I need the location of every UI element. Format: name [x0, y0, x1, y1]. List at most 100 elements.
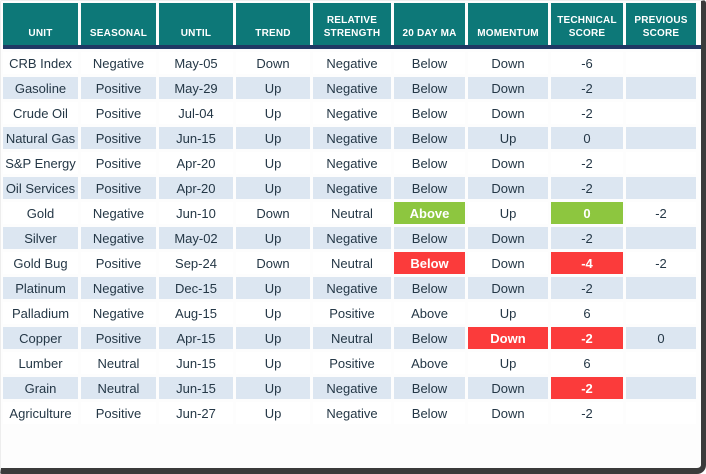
cell-twenty-day-ma: Below: [394, 52, 465, 74]
cell-technical-score: 0: [551, 202, 623, 224]
cell-previous-score: [626, 52, 696, 74]
table-row: Agriculture Positive Jun-27 Up Negative Below…: [3, 402, 701, 424]
column-header-relative-strength: Relative Strength: [313, 3, 391, 45]
cell-previous-score: [626, 302, 696, 324]
cell-until: May-02: [159, 227, 233, 249]
cell-relative-strength: Negative: [313, 77, 391, 99]
cell-until: Apr-20: [159, 152, 233, 174]
cell-seasonal: Negative: [81, 277, 156, 299]
cell-previous-score: [626, 102, 696, 124]
cell-relative-strength: Negative: [313, 52, 391, 74]
cell-seasonal: Neutral: [81, 352, 156, 374]
cell-momentum: Down: [468, 102, 548, 124]
cell-momentum: Up: [468, 302, 548, 324]
cell-technical-score: -2: [551, 402, 623, 424]
table-row: Platinum Negative Dec-15 Up Negative Below Dow…: [3, 277, 701, 299]
table-header-row: Unit Seasonal Until Trend Relative Stren…: [3, 3, 701, 45]
cell-technical-score: -2: [551, 152, 623, 174]
cell-twenty-day-ma: Below: [394, 77, 465, 99]
cell-previous-score: [626, 352, 696, 374]
cell-twenty-day-ma: Below: [394, 152, 465, 174]
cell-relative-strength: Negative: [313, 402, 391, 424]
cell-seasonal: Positive: [81, 177, 156, 199]
cell-until: Apr-20: [159, 177, 233, 199]
cell-momentum: Down: [468, 177, 548, 199]
cell-previous-score: [626, 227, 696, 249]
cell-relative-strength: Neutral: [313, 327, 391, 349]
cell-seasonal: Negative: [81, 202, 156, 224]
table-row: Gold Negative Jun-10 Down Neutral Above Up 0 -2: [3, 202, 701, 224]
cell-trend: Up: [236, 352, 310, 374]
cell-seasonal: Positive: [81, 127, 156, 149]
cell-relative-strength: Negative: [313, 227, 391, 249]
cell-twenty-day-ma: Above: [394, 352, 465, 374]
cell-previous-score: [626, 377, 696, 399]
cell-twenty-day-ma: Below: [394, 277, 465, 299]
cell-twenty-day-ma: Below: [394, 377, 465, 399]
cell-technical-score: -2: [551, 102, 623, 124]
cell-relative-strength: Neutral: [313, 252, 391, 274]
column-header-unit: Unit: [3, 3, 78, 45]
table-row: Palladium Negative Aug-15 Up Positive Above Up…: [3, 302, 701, 324]
cell-unit: Copper: [3, 327, 78, 349]
cell-seasonal: Positive: [81, 402, 156, 424]
cell-relative-strength: Negative: [313, 277, 391, 299]
table-row: S&P Energy Positive Apr-20 Up Negative Below D…: [3, 152, 701, 174]
cell-twenty-day-ma: Below: [394, 252, 465, 274]
cell-previous-score: [626, 402, 696, 424]
cell-previous-score: [626, 77, 696, 99]
table-row: Gasoline Positive May-29 Up Negative Below Dow…: [3, 77, 701, 99]
cell-until: May-05: [159, 52, 233, 74]
cell-trend: Up: [236, 127, 310, 149]
cell-momentum: Down: [468, 227, 548, 249]
cell-trend: Down: [236, 202, 310, 224]
cell-momentum: Up: [468, 202, 548, 224]
cell-unit: Oil Services: [3, 177, 78, 199]
cell-momentum: Down: [468, 327, 548, 349]
cell-unit: Crude Oil: [3, 102, 78, 124]
cell-unit: Grain: [3, 377, 78, 399]
header-divider: [3, 45, 701, 49]
cell-technical-score: -2: [551, 77, 623, 99]
cell-trend: Up: [236, 277, 310, 299]
cell-seasonal: Negative: [81, 302, 156, 324]
cell-relative-strength: Negative: [313, 177, 391, 199]
cell-twenty-day-ma: Below: [394, 402, 465, 424]
table-body: CRB Index Negative May-05 Down Negative Below…: [3, 52, 701, 424]
cell-twenty-day-ma: Below: [394, 102, 465, 124]
table-row: Grain Neutral Jun-15 Up Negative Below Down -2: [3, 377, 701, 399]
table-row: Copper Positive Apr-15 Up Neutral Below Down -2…: [3, 327, 701, 349]
cell-until: Jun-10: [159, 202, 233, 224]
cell-twenty-day-ma: Below: [394, 127, 465, 149]
cell-seasonal: Neutral: [81, 377, 156, 399]
cell-seasonal: Positive: [81, 102, 156, 124]
cell-twenty-day-ma: Below: [394, 227, 465, 249]
column-header-until: Until: [159, 3, 233, 45]
cell-technical-score: -4: [551, 252, 623, 274]
table-row: CRB Index Negative May-05 Down Negative Below…: [3, 52, 701, 74]
cell-seasonal: Negative: [81, 52, 156, 74]
cell-technical-score: -2: [551, 277, 623, 299]
cell-unit: Gasoline: [3, 77, 78, 99]
cell-trend: Up: [236, 302, 310, 324]
cell-momentum: Up: [468, 127, 548, 149]
cell-until: Jun-15: [159, 127, 233, 149]
cell-relative-strength: Negative: [313, 102, 391, 124]
cell-until: Sep-24: [159, 252, 233, 274]
cell-until: Jul-04: [159, 102, 233, 124]
cell-previous-score: [626, 177, 696, 199]
cell-momentum: Down: [468, 77, 548, 99]
table-row: Gold Bug Positive Sep-24 Down Neutral Below Do…: [3, 252, 701, 274]
cell-previous-score: [626, 152, 696, 174]
cell-unit: Silver: [3, 227, 78, 249]
column-header-momentum: Momentum: [468, 3, 548, 45]
cell-unit: S&P Energy: [3, 152, 78, 174]
cell-technical-score: -2: [551, 177, 623, 199]
cell-trend: Up: [236, 227, 310, 249]
cell-unit: Gold Bug: [3, 252, 78, 274]
cell-relative-strength: Positive: [313, 352, 391, 374]
cell-relative-strength: Negative: [313, 127, 391, 149]
cell-seasonal: Positive: [81, 152, 156, 174]
cell-until: May-29: [159, 77, 233, 99]
